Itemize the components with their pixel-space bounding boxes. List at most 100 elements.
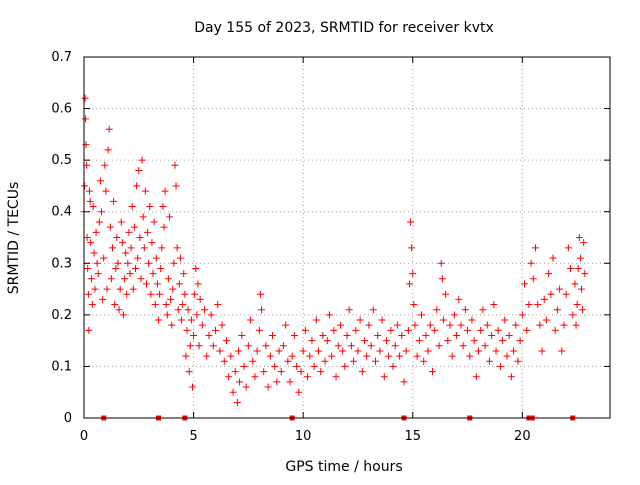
data-point xyxy=(118,239,126,247)
data-point xyxy=(188,383,196,391)
data-point xyxy=(578,285,586,293)
data-point xyxy=(376,347,384,355)
data-point xyxy=(163,311,171,319)
x-tick-label: 20 xyxy=(514,429,531,444)
data-point xyxy=(523,326,531,334)
data-point xyxy=(212,326,219,334)
data-point xyxy=(499,337,507,345)
data-point xyxy=(244,342,252,350)
data-point xyxy=(260,368,268,376)
data-point xyxy=(446,321,454,329)
data-point xyxy=(433,306,441,314)
data-point xyxy=(492,347,500,355)
data-point xyxy=(574,264,582,272)
data-point xyxy=(125,228,133,236)
data-point xyxy=(512,321,520,329)
data-point xyxy=(167,295,175,303)
data-point xyxy=(134,254,142,262)
data-point xyxy=(129,285,137,293)
data-point xyxy=(422,331,430,339)
data-point xyxy=(216,347,224,355)
y-tick-label: 0.3 xyxy=(51,256,72,271)
data-point xyxy=(415,337,423,345)
data-point xyxy=(247,316,255,324)
data-point xyxy=(374,331,382,339)
data-point xyxy=(84,264,92,272)
data-point xyxy=(181,290,189,298)
data-point xyxy=(369,306,377,314)
data-point xyxy=(194,280,202,288)
data-points xyxy=(80,94,589,421)
data-point xyxy=(396,352,404,360)
data-point xyxy=(334,342,342,350)
data-point xyxy=(140,244,148,252)
data-point xyxy=(317,368,325,376)
data-point xyxy=(488,331,496,339)
data-point xyxy=(275,347,283,355)
data-point xyxy=(402,347,410,355)
y-tick-label: 0.1 xyxy=(51,359,72,374)
data-point xyxy=(159,203,167,211)
data-point xyxy=(150,218,158,226)
data-point xyxy=(310,362,318,370)
data-point xyxy=(169,285,177,293)
data-point xyxy=(564,244,572,252)
data-point xyxy=(507,373,515,381)
data-point xyxy=(268,331,276,339)
data-point xyxy=(138,156,146,164)
data-point xyxy=(179,301,187,309)
data-point xyxy=(146,203,154,211)
data-point xyxy=(542,316,550,324)
data-point xyxy=(85,326,93,334)
data-point xyxy=(85,187,93,195)
data-point xyxy=(304,373,312,381)
data-point xyxy=(162,301,170,309)
data-point xyxy=(96,177,104,185)
data-point xyxy=(501,316,509,324)
data-point xyxy=(472,373,480,381)
data-point xyxy=(218,321,226,329)
data-point xyxy=(556,285,564,293)
data-point xyxy=(271,362,279,370)
data-point xyxy=(299,347,307,355)
data-point xyxy=(295,388,303,396)
data-point xyxy=(198,321,206,329)
data-point xyxy=(168,321,176,329)
data-point xyxy=(127,244,135,252)
data-point xyxy=(466,352,474,360)
data-point xyxy=(185,368,193,376)
data-point xyxy=(468,316,476,324)
data-point xyxy=(321,357,329,365)
data-point xyxy=(144,228,152,236)
data-point xyxy=(576,254,584,262)
data-point xyxy=(352,326,360,334)
data-point xyxy=(378,316,386,324)
data-point xyxy=(387,326,395,334)
y-axis-label: SRMTID / TECUs xyxy=(6,182,22,295)
data-point xyxy=(94,270,102,278)
data-point xyxy=(83,234,91,241)
data-point xyxy=(428,368,436,376)
chart-title: Day 155 of 2023, SRMTID for receiver kvt… xyxy=(194,20,494,36)
data-point xyxy=(336,321,344,329)
data-point xyxy=(121,275,129,283)
data-point xyxy=(158,244,166,252)
data-point xyxy=(86,197,94,205)
data-point xyxy=(82,115,90,123)
data-point xyxy=(277,368,285,376)
x-tick-label: 15 xyxy=(404,429,421,444)
data-point xyxy=(242,383,250,391)
data-point xyxy=(205,331,213,339)
data-point xyxy=(113,234,121,241)
data-point xyxy=(547,290,555,298)
data-point xyxy=(549,254,557,262)
data-point xyxy=(116,285,124,293)
data-point xyxy=(155,316,163,324)
data-point xyxy=(518,311,526,319)
data-point xyxy=(92,228,100,236)
data-point xyxy=(579,306,587,314)
data-point xyxy=(380,373,388,381)
data-point xyxy=(236,378,244,386)
data-point xyxy=(527,259,535,267)
